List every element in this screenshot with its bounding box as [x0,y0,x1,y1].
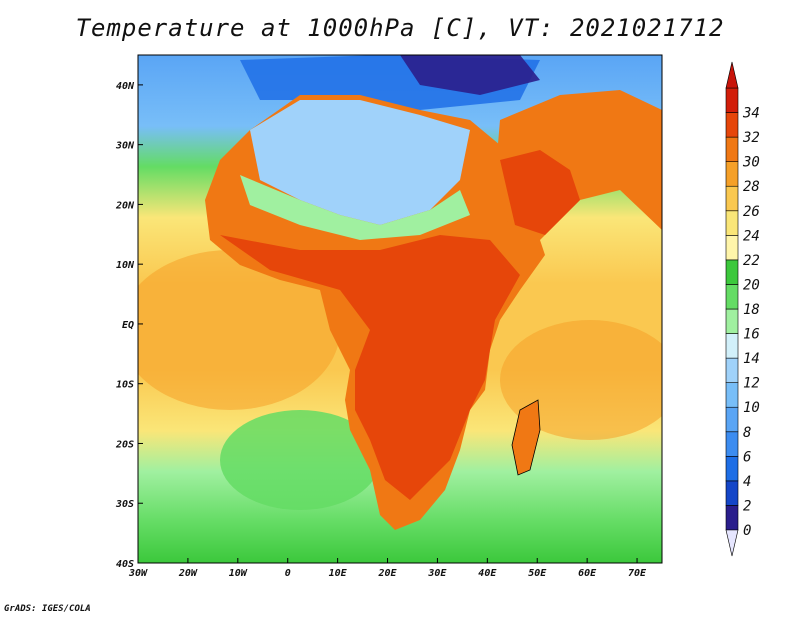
colorbar-segment [725,480,739,506]
lat-tick-label: 10S [116,380,134,391]
colorbar-segment [725,406,739,433]
colorbar-segment [725,456,739,482]
lat-tick-label: 30N [115,141,135,152]
colorbar-label: 24 [743,228,760,244]
colorbar-label: 16 [743,327,760,343]
arabia-hot-core [500,150,580,235]
colorbar-label: 28 [743,179,760,195]
colorbar-over-arrow [725,61,739,89]
lat-tick-label: EQ [122,320,134,331]
colorbar-label: 22 [743,253,760,269]
lon-tick-label: 60E [578,568,597,579]
colorbar-segment [725,284,739,310]
atlantic-warm-band [138,250,340,410]
latitude-axis: 40N 30N 20N 10N EQ 10S 20S 30S 40S [115,81,143,570]
colorbar-segment [725,333,739,359]
lon-tick-label: 20W [178,568,198,579]
lon-tick-label: 0 [285,568,291,579]
temperature-map [138,55,662,563]
colorbar-label: 0 [743,523,751,539]
colorbar-label: 2 [743,498,751,514]
colorbar-segment [725,357,739,383]
colorbar-segment [725,161,739,187]
colorbar-label: 12 [743,376,760,392]
lon-tick-label: 40E [478,568,497,579]
colorbar-segment [725,259,739,285]
lon-tick-label: 70E [628,568,647,579]
colorbar-label: 20 [743,277,760,293]
colorbar-label: 10 [743,400,760,416]
lat-tick-label: 40N [116,81,135,92]
colorbar-label: 6 [743,449,751,465]
colorbar-label: 26 [743,204,760,220]
colorbar-label: 32 [742,130,760,146]
lat-tick-label: 30S [115,499,134,510]
sahel-green-transition [240,175,470,240]
lon-tick-label: 50E [528,568,547,579]
colorbar-segment [725,382,739,408]
map-frame [137,54,663,564]
colorbar-segment [725,308,739,334]
colorbar-label: 34 [742,106,760,122]
lat-tick-label: 20N [115,200,135,211]
colorbar-label: 8 [743,425,751,441]
colorbar-under-arrow [725,529,739,557]
lon-tick-label: 30W [128,568,148,579]
colorbar-label: 18 [743,302,760,318]
lon-tick-label: 10W [229,568,248,579]
lat-tick-label: 40S [116,559,134,570]
colorbar-segment [725,431,739,457]
colorbar-segment [725,112,739,138]
colorbar-segment [725,235,739,261]
lat-tick-label: 10N [116,260,135,271]
map-title: Temperature at 1000hPa [C], VT: 20210217… [75,14,725,42]
south-atlantic-cool-zone [220,410,380,510]
colorbar-segment [725,136,739,162]
lon-tick-label: 10E [329,568,348,579]
credit-label: GrADS: IGES/COLA [4,604,91,614]
lon-tick-label: 20E [377,568,397,579]
madagascar-island [511,399,541,476]
colorbar-segment [725,87,739,113]
sahara-cool-region [250,100,470,225]
indian-ocean-warm-band [500,320,662,440]
lon-tick-label: 30E [427,568,447,579]
colorbar-segment [725,505,739,531]
longitude-axis: 30W 20W 10W 0 10E 20E 30E 40E 50E 60E 70E [128,558,647,579]
colorbar-label: 14 [743,351,760,367]
lat-tick-label: 20S [115,439,134,450]
turkey-cold-zone [400,55,540,95]
colorbar-label: 30 [742,155,760,171]
colorbar-segment [725,210,739,236]
colorbar-segment [725,185,739,212]
central-africa-hot-region [220,235,520,500]
colorbar-label: 4 [743,474,751,490]
